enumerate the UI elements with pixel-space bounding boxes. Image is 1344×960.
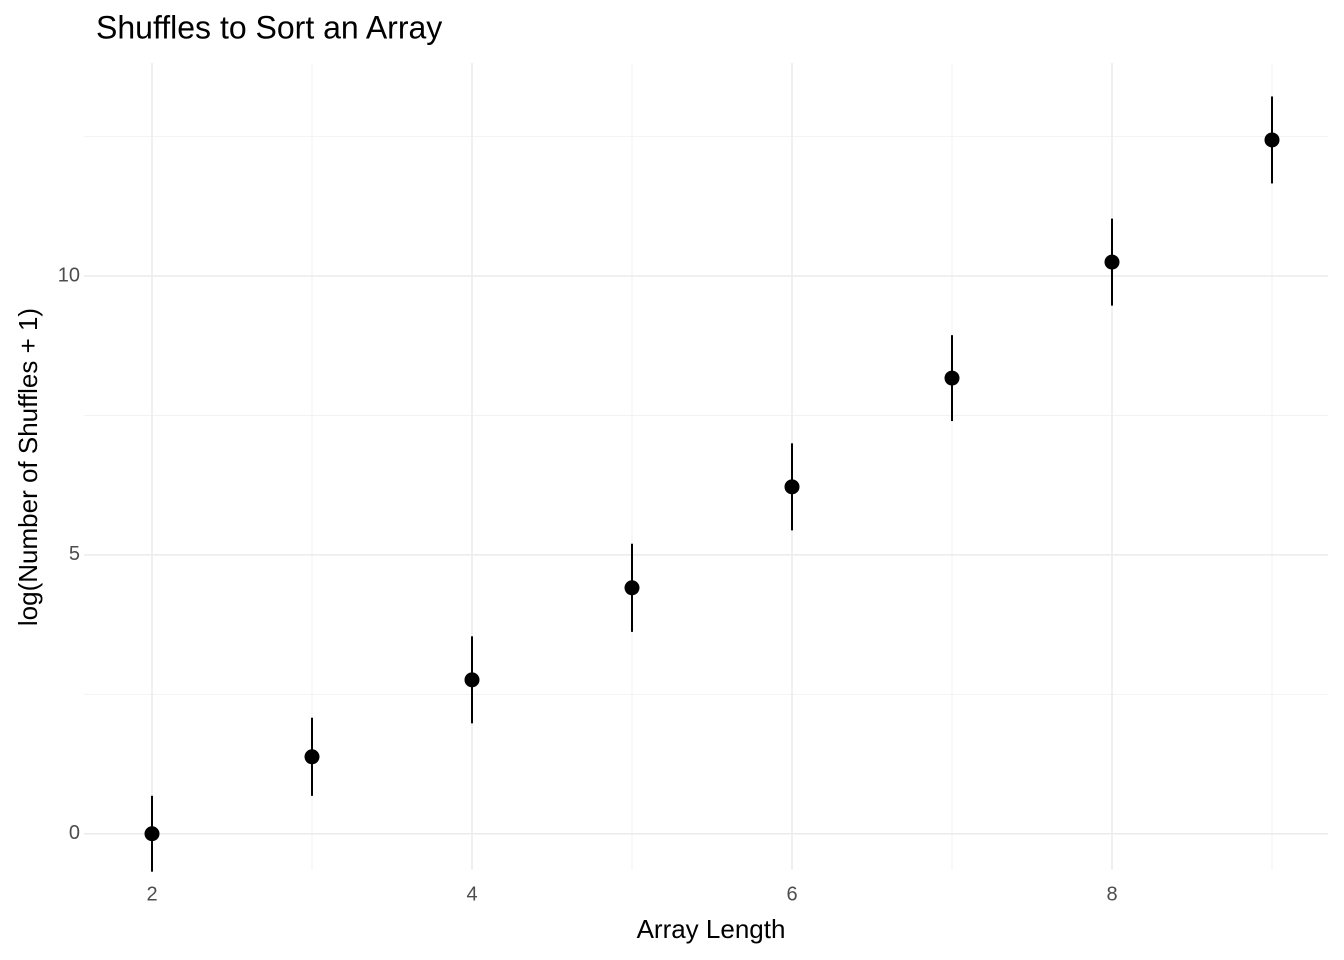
point [144, 826, 160, 842]
point [1104, 254, 1120, 270]
y-tick-label: 10 [58, 264, 80, 286]
point [1264, 132, 1280, 148]
x-tick-label: 6 [786, 883, 797, 905]
x-axis-title: Array Length [637, 914, 786, 944]
x-tick-label: 4 [466, 883, 477, 905]
chart-title: Shuffles to Sort an Array [96, 9, 442, 45]
y-tick-label: 0 [69, 822, 80, 844]
y-axis-title: log(Number of Shuffles + 1) [13, 308, 43, 626]
y-tick-label: 5 [69, 543, 80, 565]
x-tick-label: 8 [1106, 883, 1117, 905]
point [304, 749, 320, 765]
point [944, 370, 960, 386]
point [784, 479, 800, 495]
point [464, 672, 480, 688]
x-tick-label: 2 [146, 883, 157, 905]
point [624, 580, 640, 596]
